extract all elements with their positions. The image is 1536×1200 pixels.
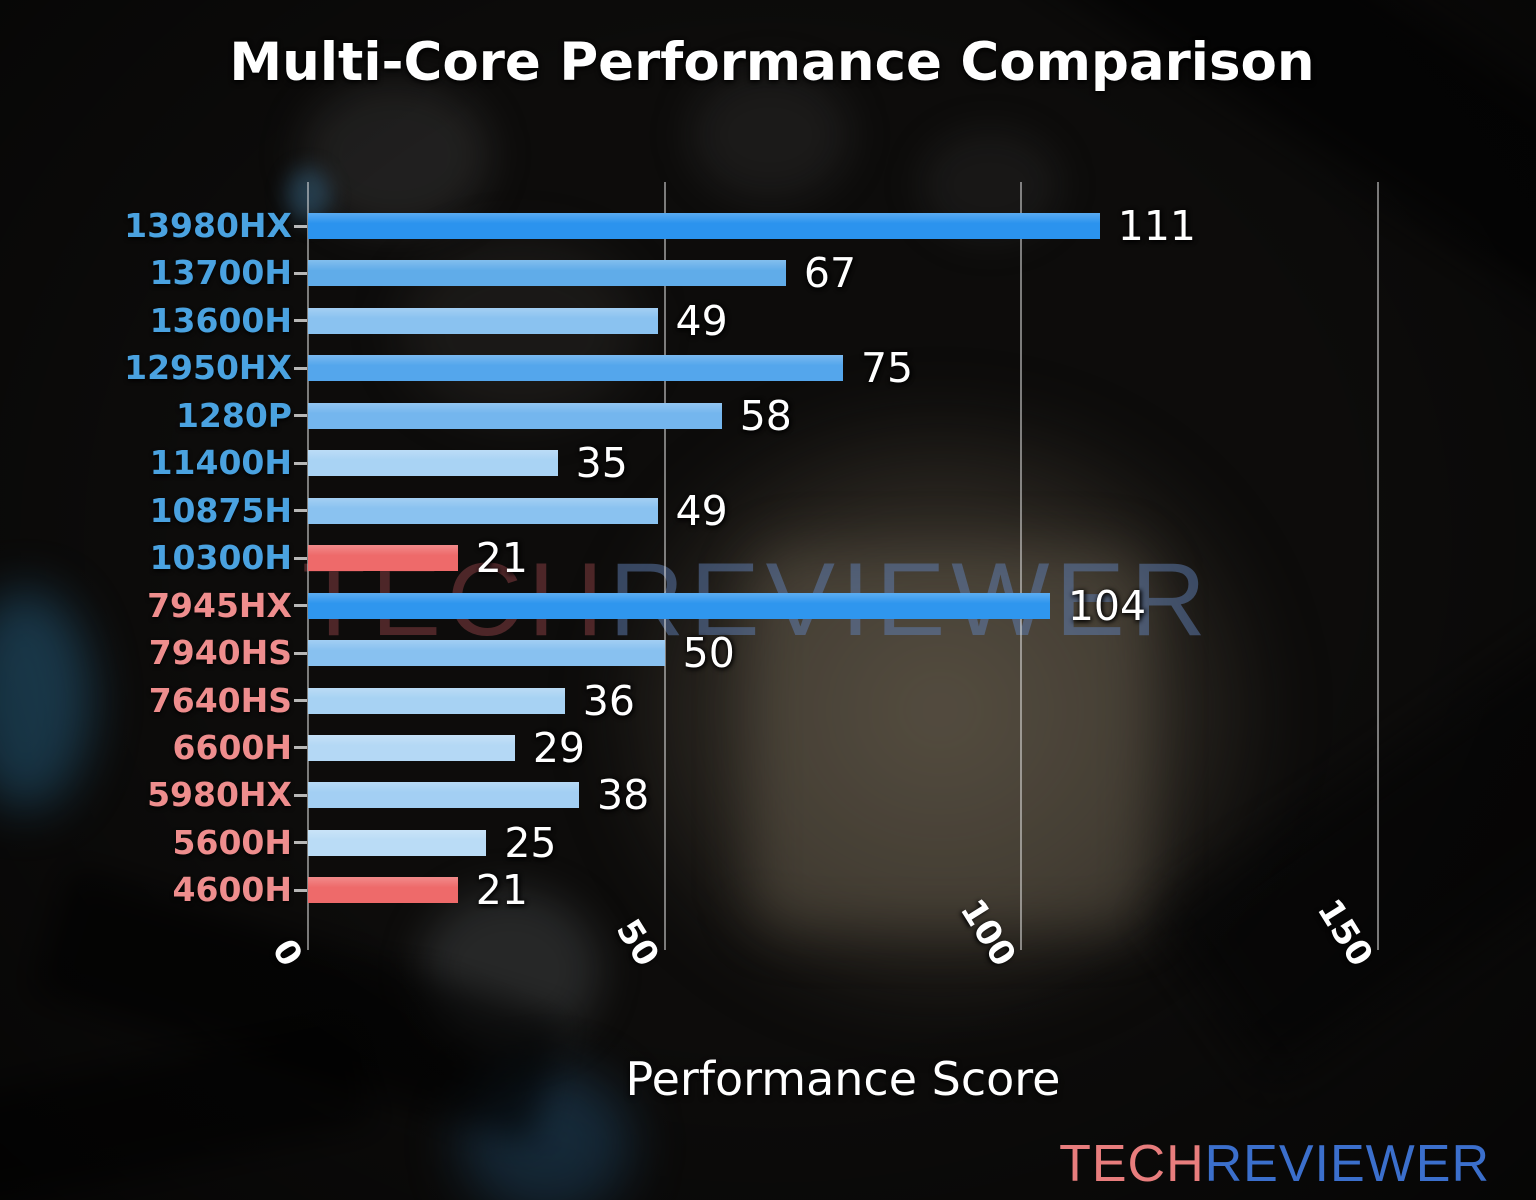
- category-label-12950HX: 12950HX: [124, 348, 292, 388]
- bar-4600H: [308, 877, 458, 904]
- value-label-7945HX: 104: [1067, 581, 1147, 630]
- brand-logo: TECHREVIEWER: [1059, 1138, 1490, 1190]
- y-tick-mark: [294, 366, 307, 370]
- y-tick-mark: [294, 271, 307, 275]
- gridline-100: [1020, 182, 1023, 950]
- value-label-13980HX: 111: [1117, 202, 1197, 250]
- x-axis-title: Performance Score: [625, 1052, 1061, 1106]
- y-tick-mark: [294, 651, 307, 655]
- category-label-7640HS: 7640HS: [148, 680, 292, 720]
- value-label-5980HX: 38: [597, 771, 650, 820]
- bar-13980HX: [308, 213, 1100, 239]
- x-tick-label: 150: [1308, 892, 1381, 974]
- gridline-50: [663, 182, 666, 950]
- bar-5980HX: [308, 782, 580, 809]
- bar-13700H: [308, 260, 786, 287]
- x-tick-label: 0: [264, 932, 311, 974]
- value-label-6600H: 29: [532, 723, 586, 772]
- brand-logo-reviewer: REVIEWER: [1204, 1135, 1490, 1193]
- category-label-13700H: 13700H: [149, 253, 292, 293]
- y-tick-mark: [294, 746, 307, 750]
- category-label-7945HX: 7945HX: [147, 585, 292, 625]
- category-label-5980HX: 5980HX: [147, 775, 292, 815]
- bar-7940HS: [308, 640, 665, 667]
- y-tick-mark: [294, 888, 307, 892]
- bar-7945HX: [308, 592, 1050, 619]
- value-label-1280P: 58: [739, 391, 792, 440]
- bar-12950HX: [308, 355, 843, 382]
- category-label-1280P: 1280P: [175, 395, 292, 435]
- category-label-11400H: 11400H: [149, 443, 292, 483]
- bar-10875H: [308, 497, 658, 524]
- value-label-13600H: 49: [675, 296, 728, 345]
- category-label-6600H: 6600H: [172, 727, 292, 767]
- category-label-13980HX: 13980HX: [124, 206, 292, 245]
- y-tick-mark: [294, 556, 307, 560]
- bar-5600H: [308, 829, 487, 856]
- x-tick-label: 100: [952, 892, 1024, 974]
- value-label-4600H: 21: [475, 866, 528, 915]
- category-label-5600H: 5600H: [172, 822, 292, 862]
- y-tick-mark: [294, 841, 307, 845]
- value-label-10300H: 21: [475, 534, 528, 583]
- y-tick-mark: [294, 461, 307, 465]
- y-tick-mark: [294, 414, 307, 418]
- category-label-7940HS: 7940HS: [148, 633, 292, 673]
- bar-6600H: [308, 734, 515, 761]
- bar-11400H: [308, 450, 558, 477]
- bar-1280P: [308, 402, 722, 429]
- y-tick-mark: [294, 793, 307, 797]
- value-label-11400H: 35: [575, 439, 628, 488]
- value-label-10875H: 49: [675, 486, 728, 535]
- x-tick-label: 50: [608, 912, 668, 974]
- y-tick-mark: [294, 699, 307, 702]
- category-label-4600H: 4600H: [172, 870, 292, 910]
- value-label-7940HS: 50: [682, 629, 735, 678]
- gridline-150: [1376, 182, 1379, 950]
- y-tick-mark: [294, 224, 307, 228]
- bar-13600H: [308, 307, 658, 334]
- value-label-7640HS: 36: [582, 676, 635, 725]
- chart-title: Multi-Core Performance Comparison: [229, 32, 1315, 93]
- value-label-5600H: 25: [504, 818, 557, 867]
- category-label-10875H: 10875H: [149, 490, 292, 530]
- bar-10300H: [308, 545, 458, 572]
- y-tick-mark: [294, 604, 307, 608]
- y-tick-mark: [294, 319, 307, 323]
- y-tick-mark: [294, 509, 307, 513]
- category-label-13600H: 13600H: [149, 300, 292, 340]
- category-label-10300H: 10300H: [149, 538, 292, 578]
- value-label-12950HX: 75: [860, 344, 914, 393]
- brand-logo-tech: TECH: [1059, 1135, 1205, 1193]
- bar-7640HS: [308, 687, 565, 714]
- value-label-13700H: 67: [803, 249, 857, 298]
